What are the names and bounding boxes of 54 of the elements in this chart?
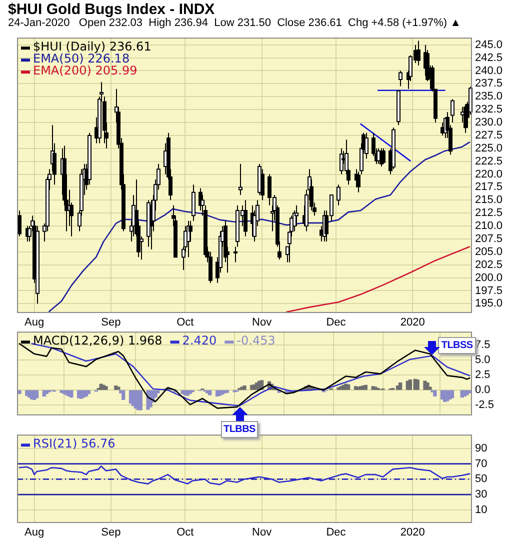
y-tick-label: 220.0 [475,168,503,180]
legend-label: EMA(200) 205.99 [33,64,138,78]
y-tick-label: 230.0 [475,116,503,129]
y-tick-label: 50 [475,473,488,486]
x-tick-label: Sep [101,316,121,329]
annotation: TLBBS [220,420,258,438]
y-tick-label: 197.5 [475,284,503,297]
y-tick-label: 5.0 [475,354,490,366]
legend-label: RSI(21) 56.76 [33,436,116,451]
y-tick-label: 217.5 [475,181,503,194]
y-tick-label: 210.0 [475,220,503,232]
legend-label: MACD(12,26,9) 1.968 [33,334,162,348]
chart-subtitle: 24-Jan-2020 Open 232.03 High 236.94 Low 231.50 Close 236.61 Chg +4.58 (+1.97%) ▲ [8,17,462,29]
x-tick-label: Nov [252,526,272,539]
y-tick-label: 225.0 [475,142,503,154]
y-tick-label: 227.5 [475,129,503,142]
x-tick-label: Sep [101,526,121,539]
y-tick-label: 242.5 [475,52,503,64]
y-tick-label: 237.5 [475,78,503,90]
x-tick-label: Aug [24,526,44,539]
y-tick-label: 202.5 [475,258,503,271]
y-tick-label: 90 [475,442,488,454]
legend-label: EMA(50) 226.18 [33,52,130,66]
annotation: TLBSS [438,336,476,354]
x-tick-label: 2020 [400,526,425,539]
x-tick-label: Nov [252,316,272,329]
y-tick-label: 30 [475,488,488,501]
y-tick-label: 195.0 [475,298,503,310]
y-tick-label: 0.0 [475,384,490,396]
y-tick-label: 10 [475,504,488,516]
y-tick-label: 245.0 [475,38,503,51]
legend-label: -0.453 [236,334,276,348]
y-tick-label: 232.5 [475,104,503,116]
y-tick-label: 222.5 [475,155,503,168]
x-tick-label: Aug [24,316,44,329]
y-tick-label: 215.0 [475,194,503,206]
x-tick-label: Dec [326,526,346,539]
y-tick-label: 200.0 [475,272,503,284]
x-tick-label: 2020 [400,316,425,329]
y-tick-label: 205.0 [475,246,503,258]
chart-title: $HUI Gold Bugs Index - INDX [8,1,215,18]
y-tick-label: 240.0 [475,64,503,77]
y-tick-label: 235.0 [475,90,503,103]
y-tick-label: 70 [475,458,488,470]
x-tick-label: Oct [176,316,194,329]
x-tick-label: Oct [176,526,194,539]
y-tick-label: 7.5 [475,338,490,351]
y-tick-label: -2.5 [475,399,494,412]
y-tick-label: 2.5 [475,369,490,382]
legend-label: 2.420 [182,334,217,348]
legend-label: $HUI (Daily) 236.61 [33,40,152,54]
y-tick-label: 207.5 [475,233,503,246]
x-tick-label: Dec [326,316,346,329]
y-tick-label: 212.5 [475,207,503,220]
